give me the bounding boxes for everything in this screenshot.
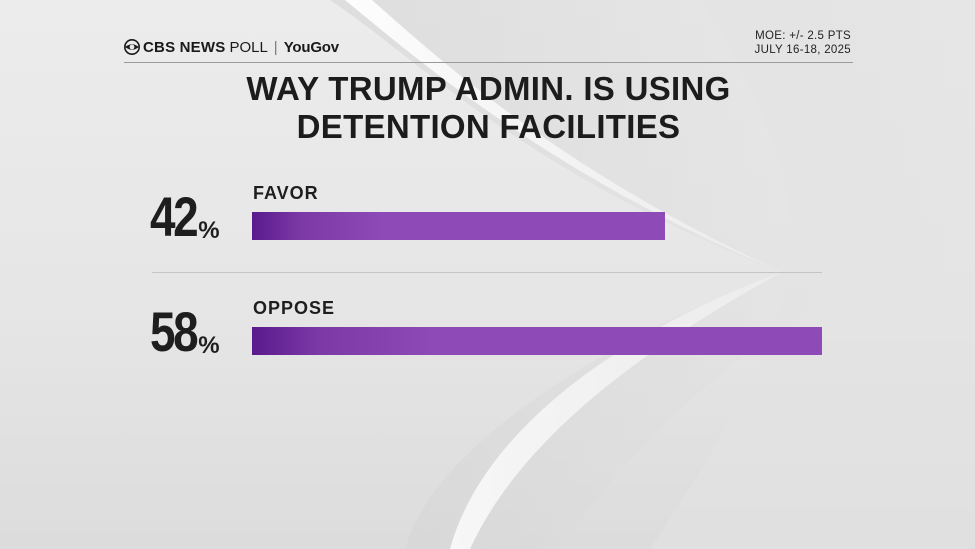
value-label-favor: 42%	[150, 189, 246, 245]
header-rule	[124, 62, 853, 63]
chart-title: WAY TRUMP ADMIN. IS USING DETENTION FACI…	[124, 70, 853, 146]
margin-of-error: MOE: +/- 2.5 PTS	[755, 30, 851, 42]
poll-meta: MOE: +/- 2.5 PTS JULY 16-18, 2025	[755, 29, 851, 57]
brand-poll: POLL	[229, 38, 268, 56]
bar-favor	[252, 212, 665, 240]
brand-separator: |	[273, 38, 278, 56]
value-unit-oppose: %	[198, 332, 220, 359]
brand-logo: CBS NEWS POLL | YouGov	[124, 38, 339, 56]
cbs-eye-icon	[124, 39, 140, 55]
poll-dates: JULY 16-18, 2025	[754, 44, 851, 56]
value-unit-favor: %	[198, 217, 220, 244]
brand-cbs-news: CBS NEWS	[143, 38, 226, 56]
category-label-oppose: OPPOSE	[253, 298, 336, 318]
value-label-oppose: 58%	[150, 304, 246, 360]
chart-title-line-2: DETENTION FACILITIES	[296, 108, 681, 145]
row-divider	[152, 272, 822, 273]
category-label-favor: FAVOR	[253, 183, 319, 203]
bar-oppose	[252, 327, 822, 355]
brand-yougov: YouGov	[283, 38, 339, 56]
value-number-favor: 42	[150, 185, 199, 248]
chart-title-line-1: WAY TRUMP ADMIN. IS USING	[246, 70, 731, 107]
value-number-oppose: 58	[150, 300, 199, 363]
